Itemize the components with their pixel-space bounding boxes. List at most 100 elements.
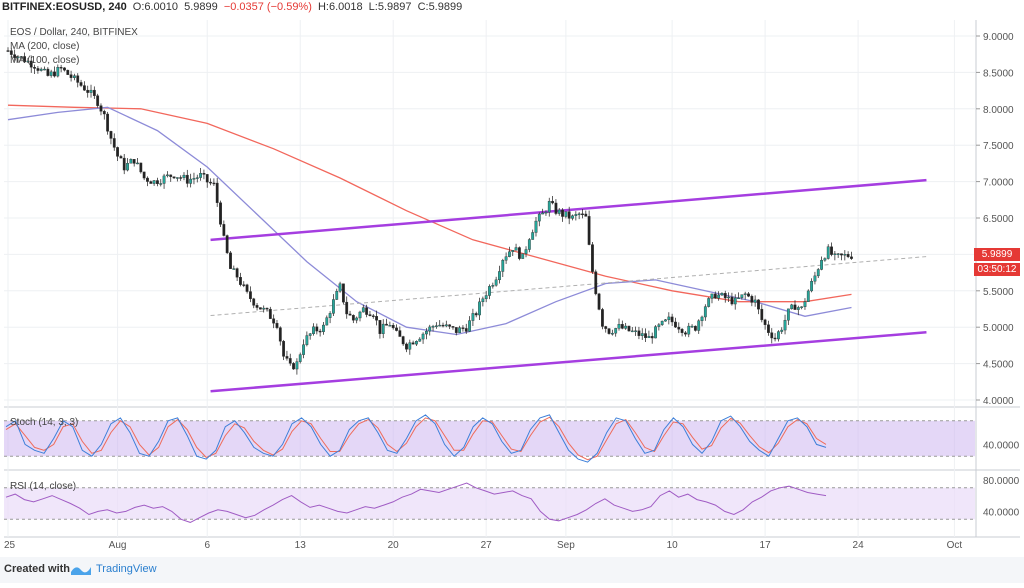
candle-body	[737, 297, 740, 299]
candle-body	[179, 177, 183, 179]
candle-body	[494, 279, 498, 286]
last-price-tag: 5.9899	[974, 248, 1020, 261]
candle-body	[86, 89, 90, 93]
candle-body	[338, 283, 342, 292]
candle-body	[577, 213, 581, 216]
candle-body	[16, 56, 20, 59]
candle-body	[252, 298, 256, 306]
candle-body	[481, 298, 485, 303]
candle-body	[282, 341, 286, 357]
candle-body	[239, 277, 242, 285]
candle-body	[405, 343, 408, 350]
candle-body	[53, 71, 56, 77]
ma-layer	[7, 104, 852, 336]
candle-body	[438, 324, 442, 327]
y-tick-label: 5.5000	[983, 287, 1014, 298]
tradingview-link[interactable]: TradingView	[96, 563, 157, 575]
candle-body	[23, 56, 27, 63]
candle-body	[826, 246, 830, 259]
candle-body	[66, 69, 70, 75]
candle-body	[69, 74, 73, 78]
candle-body	[451, 326, 455, 328]
high-value: H:6.0018	[317, 1, 363, 13]
ma200-legend[interactable]: MA (200, close)	[10, 41, 80, 52]
candle-body	[527, 239, 531, 250]
candle-body	[258, 307, 262, 310]
candle-body	[308, 333, 312, 336]
candle-body	[551, 200, 554, 204]
candle-body	[823, 258, 827, 261]
candle-body	[56, 67, 60, 77]
candle-body	[491, 285, 495, 287]
candle-body	[524, 249, 528, 254]
candle-body	[850, 256, 853, 259]
candle-body	[474, 313, 478, 316]
candle-body	[458, 327, 462, 333]
candle-body	[647, 336, 651, 339]
candle-body	[667, 316, 671, 320]
stoch-legend[interactable]: Stoch (14, 3, 3)	[10, 417, 79, 428]
candle-body	[707, 298, 711, 307]
candle-body	[537, 213, 541, 222]
candle-body	[561, 209, 564, 217]
candle-body	[185, 174, 189, 184]
x-tick-label: 27	[481, 540, 493, 551]
symbol-label[interactable]: BITFINEX:EOSUSD, 240	[2, 1, 127, 13]
candle-body	[660, 320, 664, 325]
candle-body	[740, 294, 744, 298]
candle-body	[541, 212, 545, 215]
candle-body	[733, 297, 737, 305]
x-tick-label: Aug	[109, 540, 127, 551]
candle-body	[132, 159, 136, 164]
candle-body	[664, 319, 667, 322]
candle-body	[73, 75, 76, 78]
y-tick-label: 6.5000	[983, 214, 1014, 225]
candle-body	[285, 356, 289, 359]
candle-body	[159, 183, 163, 185]
price-change: −0.0357 (−0.59%)	[223, 1, 312, 13]
candle-body	[192, 178, 196, 180]
rsi-legend[interactable]: RSI (14, close)	[10, 481, 77, 492]
candle-body	[13, 54, 17, 59]
candle-body	[375, 316, 378, 321]
candle-body	[59, 67, 63, 69]
candle-body	[401, 336, 405, 345]
footer-bar: Created with TradingView	[0, 557, 1024, 583]
candle-body	[614, 328, 618, 334]
tradingview-logo-icon	[71, 567, 91, 575]
x-tick-label: Sep	[557, 540, 575, 551]
candle-body	[820, 259, 823, 270]
candle-body	[76, 75, 80, 83]
candle-body	[624, 325, 628, 329]
candle-body	[149, 181, 153, 184]
candle-body	[365, 307, 369, 315]
candle-body	[63, 67, 66, 71]
ma100-legend[interactable]: MA (100, close)	[10, 55, 80, 66]
main-series-legend[interactable]: EOS / Dollar, 240, BITFINEX	[10, 27, 138, 38]
stoch-layer	[4, 414, 975, 463]
stoch-k-line	[5, 414, 827, 463]
candle-body	[501, 260, 505, 272]
x-tick-label: 20	[388, 540, 400, 551]
candle-body	[292, 363, 295, 370]
candle-body	[587, 216, 591, 245]
candle-body	[421, 333, 425, 340]
candle-body	[773, 337, 777, 340]
candle-body	[531, 232, 535, 240]
candle-body	[242, 284, 246, 286]
candle-body	[730, 296, 734, 305]
candle-body	[318, 330, 322, 333]
candle-body	[425, 330, 428, 335]
candle-body	[79, 82, 83, 86]
candle-body	[335, 291, 339, 300]
candle-body	[498, 271, 501, 281]
rsi-layer	[4, 482, 975, 523]
candle-body	[169, 174, 173, 177]
candle-body	[39, 68, 43, 71]
candle-body	[272, 318, 276, 324]
channel-lower-line	[210, 331, 927, 393]
candle-body	[431, 326, 435, 328]
candle-body	[657, 324, 661, 327]
candle-body	[92, 89, 96, 96]
candle-body	[122, 157, 126, 171]
